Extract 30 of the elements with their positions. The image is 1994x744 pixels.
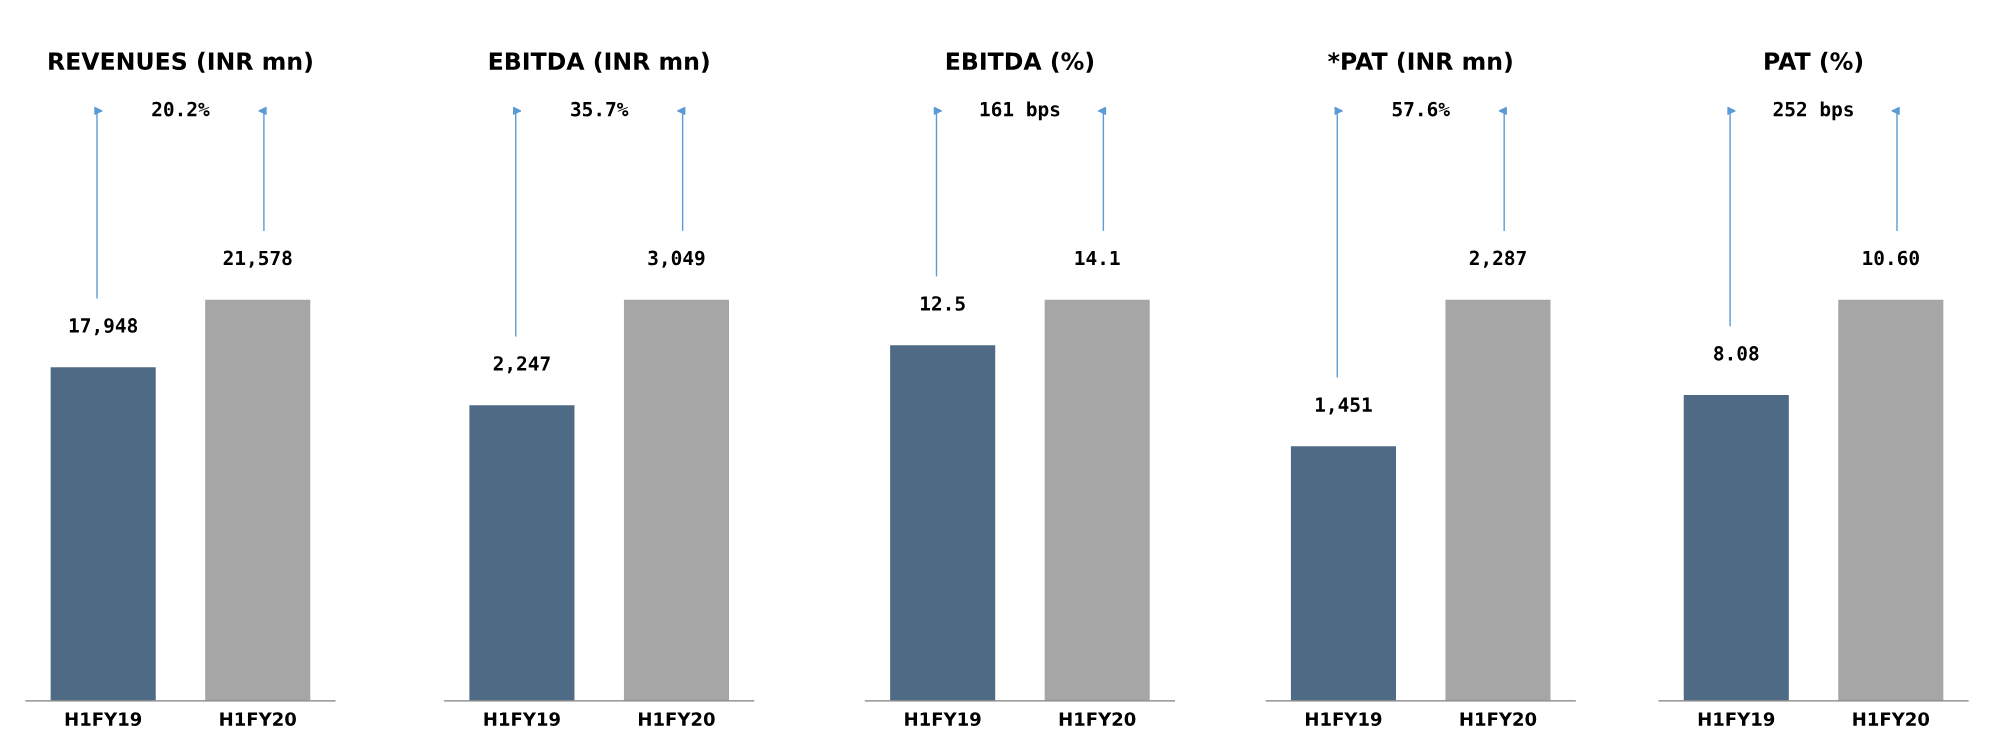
data-label: 14.1 — [1075, 250, 1120, 266]
x-tick-label: H1FY20 — [220, 712, 296, 726]
x-tick-label: H1FY20 — [639, 712, 715, 726]
x-tick-label: H1FY19 — [1306, 712, 1382, 726]
data-label: 3,049 — [648, 250, 705, 268]
data-label: 2,287 — [1469, 250, 1526, 268]
data-label: 8.08 — [1714, 346, 1759, 361]
x-tick-label: H1FY19 — [905, 712, 981, 726]
data-label: 17,948 — [69, 318, 138, 336]
x-tick-label: H1FY20 — [1853, 712, 1930, 726]
data-label: 2,247 — [493, 356, 550, 374]
chart-title: *PAT (INR mn) — [1328, 51, 1512, 73]
x-tick-label: H1FY19 — [484, 712, 560, 726]
x-tick-label: H1FY20 — [1059, 712, 1136, 726]
x-tick-label: H1FY20 — [1460, 712, 1537, 726]
text: 57.6% — [1392, 101, 1450, 117]
data-label: 10.60 — [1863, 250, 1919, 266]
text: 161 bps — [980, 101, 1060, 121]
data-label: 1,451 — [1315, 397, 1372, 415]
text: 20.2% — [152, 101, 210, 117]
chart-title: PAT (%) — [1765, 51, 1863, 73]
chart-title: EBITDA (%) — [946, 51, 1094, 73]
x-tick-label: H1FY19 — [65, 712, 142, 726]
data-label: 21,578 — [223, 250, 292, 268]
x-tick-label: H1FY19 — [1698, 712, 1775, 726]
text: 35.7% — [571, 101, 629, 117]
text: 252 bps — [1773, 101, 1853, 121]
chart-title: EBITDA (INR mn) — [489, 51, 709, 73]
data-label: 12.5 — [921, 296, 965, 311]
chart-title: REVENUES (INR mn) — [49, 51, 312, 73]
